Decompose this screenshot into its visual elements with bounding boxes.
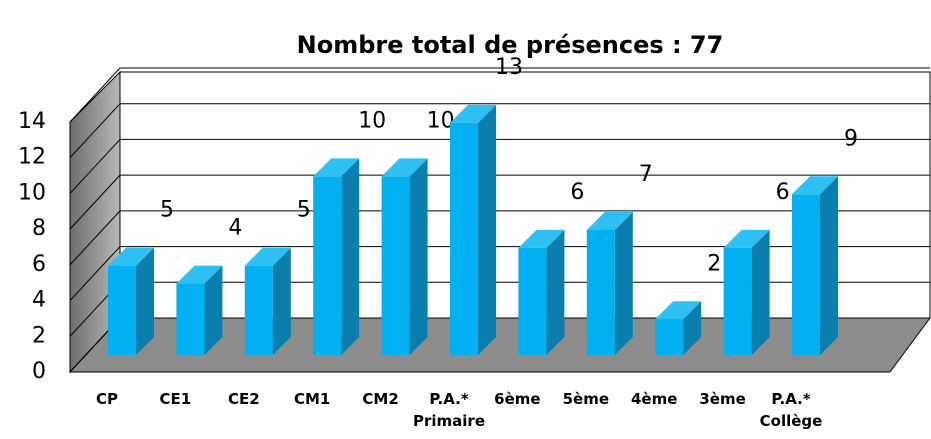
y-tick-label: 10 [18,180,46,205]
bar-top [655,301,702,320]
y-tick-label: 8 [32,216,46,241]
bar-top [792,176,838,195]
grid-line [69,246,121,301]
value-label: 5 [160,198,174,223]
y-tick-label: 0 [32,359,46,384]
bar-side [820,176,838,355]
x-tick-label: CM1 [294,390,331,408]
bar [792,194,820,355]
bar-top [176,265,223,284]
bar-top [723,229,770,248]
value-label: 6 [570,180,584,205]
bar [723,247,752,355]
bar [381,176,410,355]
x-tick-label: P.A.* Collège [759,390,823,430]
bar-side [683,301,702,355]
bar-top [518,229,565,248]
grid-line [69,67,121,123]
x-tick-label: 4ème [630,390,678,408]
grid-line [69,103,121,159]
x-tick-label: CE1 [159,390,192,408]
x-tick-label: 6ème [494,390,541,408]
bar-side [546,229,565,355]
y-tick-label: 6 [32,252,46,277]
x-tick-label: CM2 [362,390,399,408]
bar-side [751,229,770,355]
x-tick-label: CE2 [227,390,260,408]
bar-side [272,247,291,355]
x-tick-label: P.A.* Primaire [413,390,485,430]
bar [108,265,136,355]
value-label: 2 [707,251,721,276]
bar-side [341,158,360,355]
bar-top [381,158,428,177]
bar-top [244,247,291,266]
value-label: 6 [776,180,790,205]
bar [313,176,342,355]
grid-line [69,210,121,266]
value-label: 10 [427,108,455,133]
grid-line [69,139,121,194]
value-label: 5 [297,198,311,223]
bar-top [313,158,360,177]
bar [450,122,478,355]
bar-side [478,104,496,355]
bar-side [136,247,154,355]
value-label: 7 [639,162,653,187]
bar-top [586,212,633,230]
y-tick-label: 12 [18,145,46,170]
chart-title: Nombre total de présences : 77 [297,31,724,59]
x-tick-label: CP [95,390,118,408]
y-tick-label: 4 [32,288,46,313]
bar-side [614,212,633,355]
x-tick-label: 5ème [562,390,609,408]
value-label: 10 [358,108,386,133]
bar-top [450,104,496,123]
value-label: 4 [228,216,242,241]
bar [176,283,205,355]
grid-line [69,174,121,230]
x-tick-label: 3ème [699,390,746,408]
y-tick-label: 2 [32,323,46,348]
bar [586,230,615,355]
bar [244,265,273,355]
bar-top [108,247,154,266]
bar [518,247,547,355]
bar [655,319,684,355]
value-label: 13 [495,55,523,80]
bar-side [204,265,223,355]
y-tick-label: 14 [18,109,46,134]
value-label: 9 [844,126,858,151]
bar-side [409,158,428,355]
